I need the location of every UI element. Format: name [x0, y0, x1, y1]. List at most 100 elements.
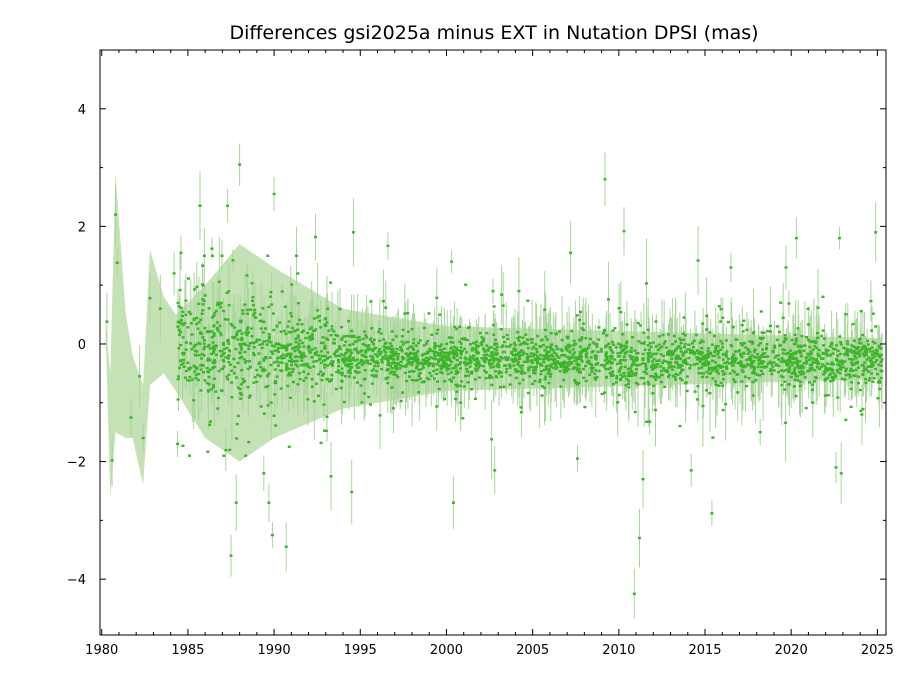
data-point [573, 379, 577, 382]
data-point [465, 361, 469, 365]
data-point [216, 407, 220, 410]
data-point [254, 316, 258, 319]
data-point [593, 372, 597, 376]
data-point [443, 397, 447, 401]
data-point [659, 380, 663, 384]
data-point [548, 364, 552, 367]
data-point [838, 364, 842, 367]
data-point [365, 336, 369, 339]
data-point [851, 369, 855, 373]
data-point [777, 364, 781, 368]
data-point [435, 363, 439, 366]
data-point [197, 372, 201, 376]
data-point [424, 362, 428, 365]
data-point [264, 356, 268, 360]
data-point [799, 365, 803, 368]
data-point [472, 341, 475, 345]
data-point [531, 361, 535, 364]
data-point [430, 333, 434, 336]
data-point [190, 348, 194, 351]
data-point [848, 375, 852, 379]
data-point [868, 350, 872, 353]
data-point [221, 353, 225, 356]
data-point [602, 364, 606, 367]
data-point [779, 360, 783, 363]
data-point [796, 365, 800, 368]
data-point [490, 353, 494, 356]
data-point [227, 373, 231, 377]
data-point [322, 403, 326, 406]
data-point [549, 346, 553, 350]
data-point [315, 350, 319, 353]
data-point [189, 366, 193, 369]
data-point [408, 346, 412, 349]
data-point [497, 370, 501, 373]
data-point [316, 309, 320, 312]
data-point [821, 373, 825, 376]
data-point [604, 345, 608, 349]
data-point [428, 371, 432, 375]
data-point [427, 312, 431, 315]
data-point [188, 375, 192, 379]
x-tick-label: 2000 [430, 643, 463, 658]
data-point [679, 339, 683, 342]
data-point [641, 357, 645, 360]
data-point [427, 363, 431, 367]
data-point [698, 357, 702, 360]
data-point [404, 341, 408, 344]
data-point [399, 348, 403, 352]
data-point [814, 341, 817, 344]
data-point [717, 372, 721, 375]
data-point [372, 360, 376, 363]
data-point [617, 307, 621, 310]
data-point [477, 351, 480, 355]
data-point-outlier [784, 266, 788, 269]
data-point [858, 337, 862, 340]
data-point [446, 372, 450, 376]
data-point [340, 338, 344, 341]
data-point [178, 366, 182, 370]
data-point [372, 342, 376, 346]
data-point [344, 352, 348, 355]
data-point [274, 380, 277, 383]
data-point [831, 352, 835, 355]
data-point [585, 356, 589, 359]
data-point [180, 359, 184, 362]
data-point [829, 380, 833, 383]
data-point [477, 363, 481, 366]
data-point [861, 347, 864, 350]
data-point [625, 342, 629, 345]
data-point [472, 354, 476, 358]
data-point [519, 411, 523, 414]
data-point [197, 378, 200, 382]
data-point [382, 349, 386, 352]
data-point [612, 343, 616, 346]
data-point [288, 352, 292, 355]
data-point [356, 351, 360, 355]
data-point [824, 348, 828, 351]
data-point [605, 376, 609, 379]
data-point [287, 367, 291, 370]
data-point [635, 359, 639, 362]
data-point [391, 338, 395, 341]
data-point [781, 352, 785, 355]
data-point [246, 331, 250, 334]
data-point [498, 359, 502, 362]
data-point [629, 374, 632, 378]
data-point [760, 331, 764, 334]
data-point [852, 374, 856, 377]
data-point [199, 318, 203, 321]
data-point [440, 351, 444, 354]
data-point [342, 335, 346, 338]
data-point [238, 387, 242, 391]
data-point [543, 386, 546, 390]
data-point [841, 366, 845, 369]
data-point [484, 354, 487, 357]
data-point [541, 358, 545, 361]
data-point [484, 376, 488, 380]
data-point [617, 393, 621, 397]
data-point [870, 361, 874, 364]
data-point [390, 344, 394, 348]
data-point [489, 346, 493, 349]
data-point [350, 366, 354, 369]
